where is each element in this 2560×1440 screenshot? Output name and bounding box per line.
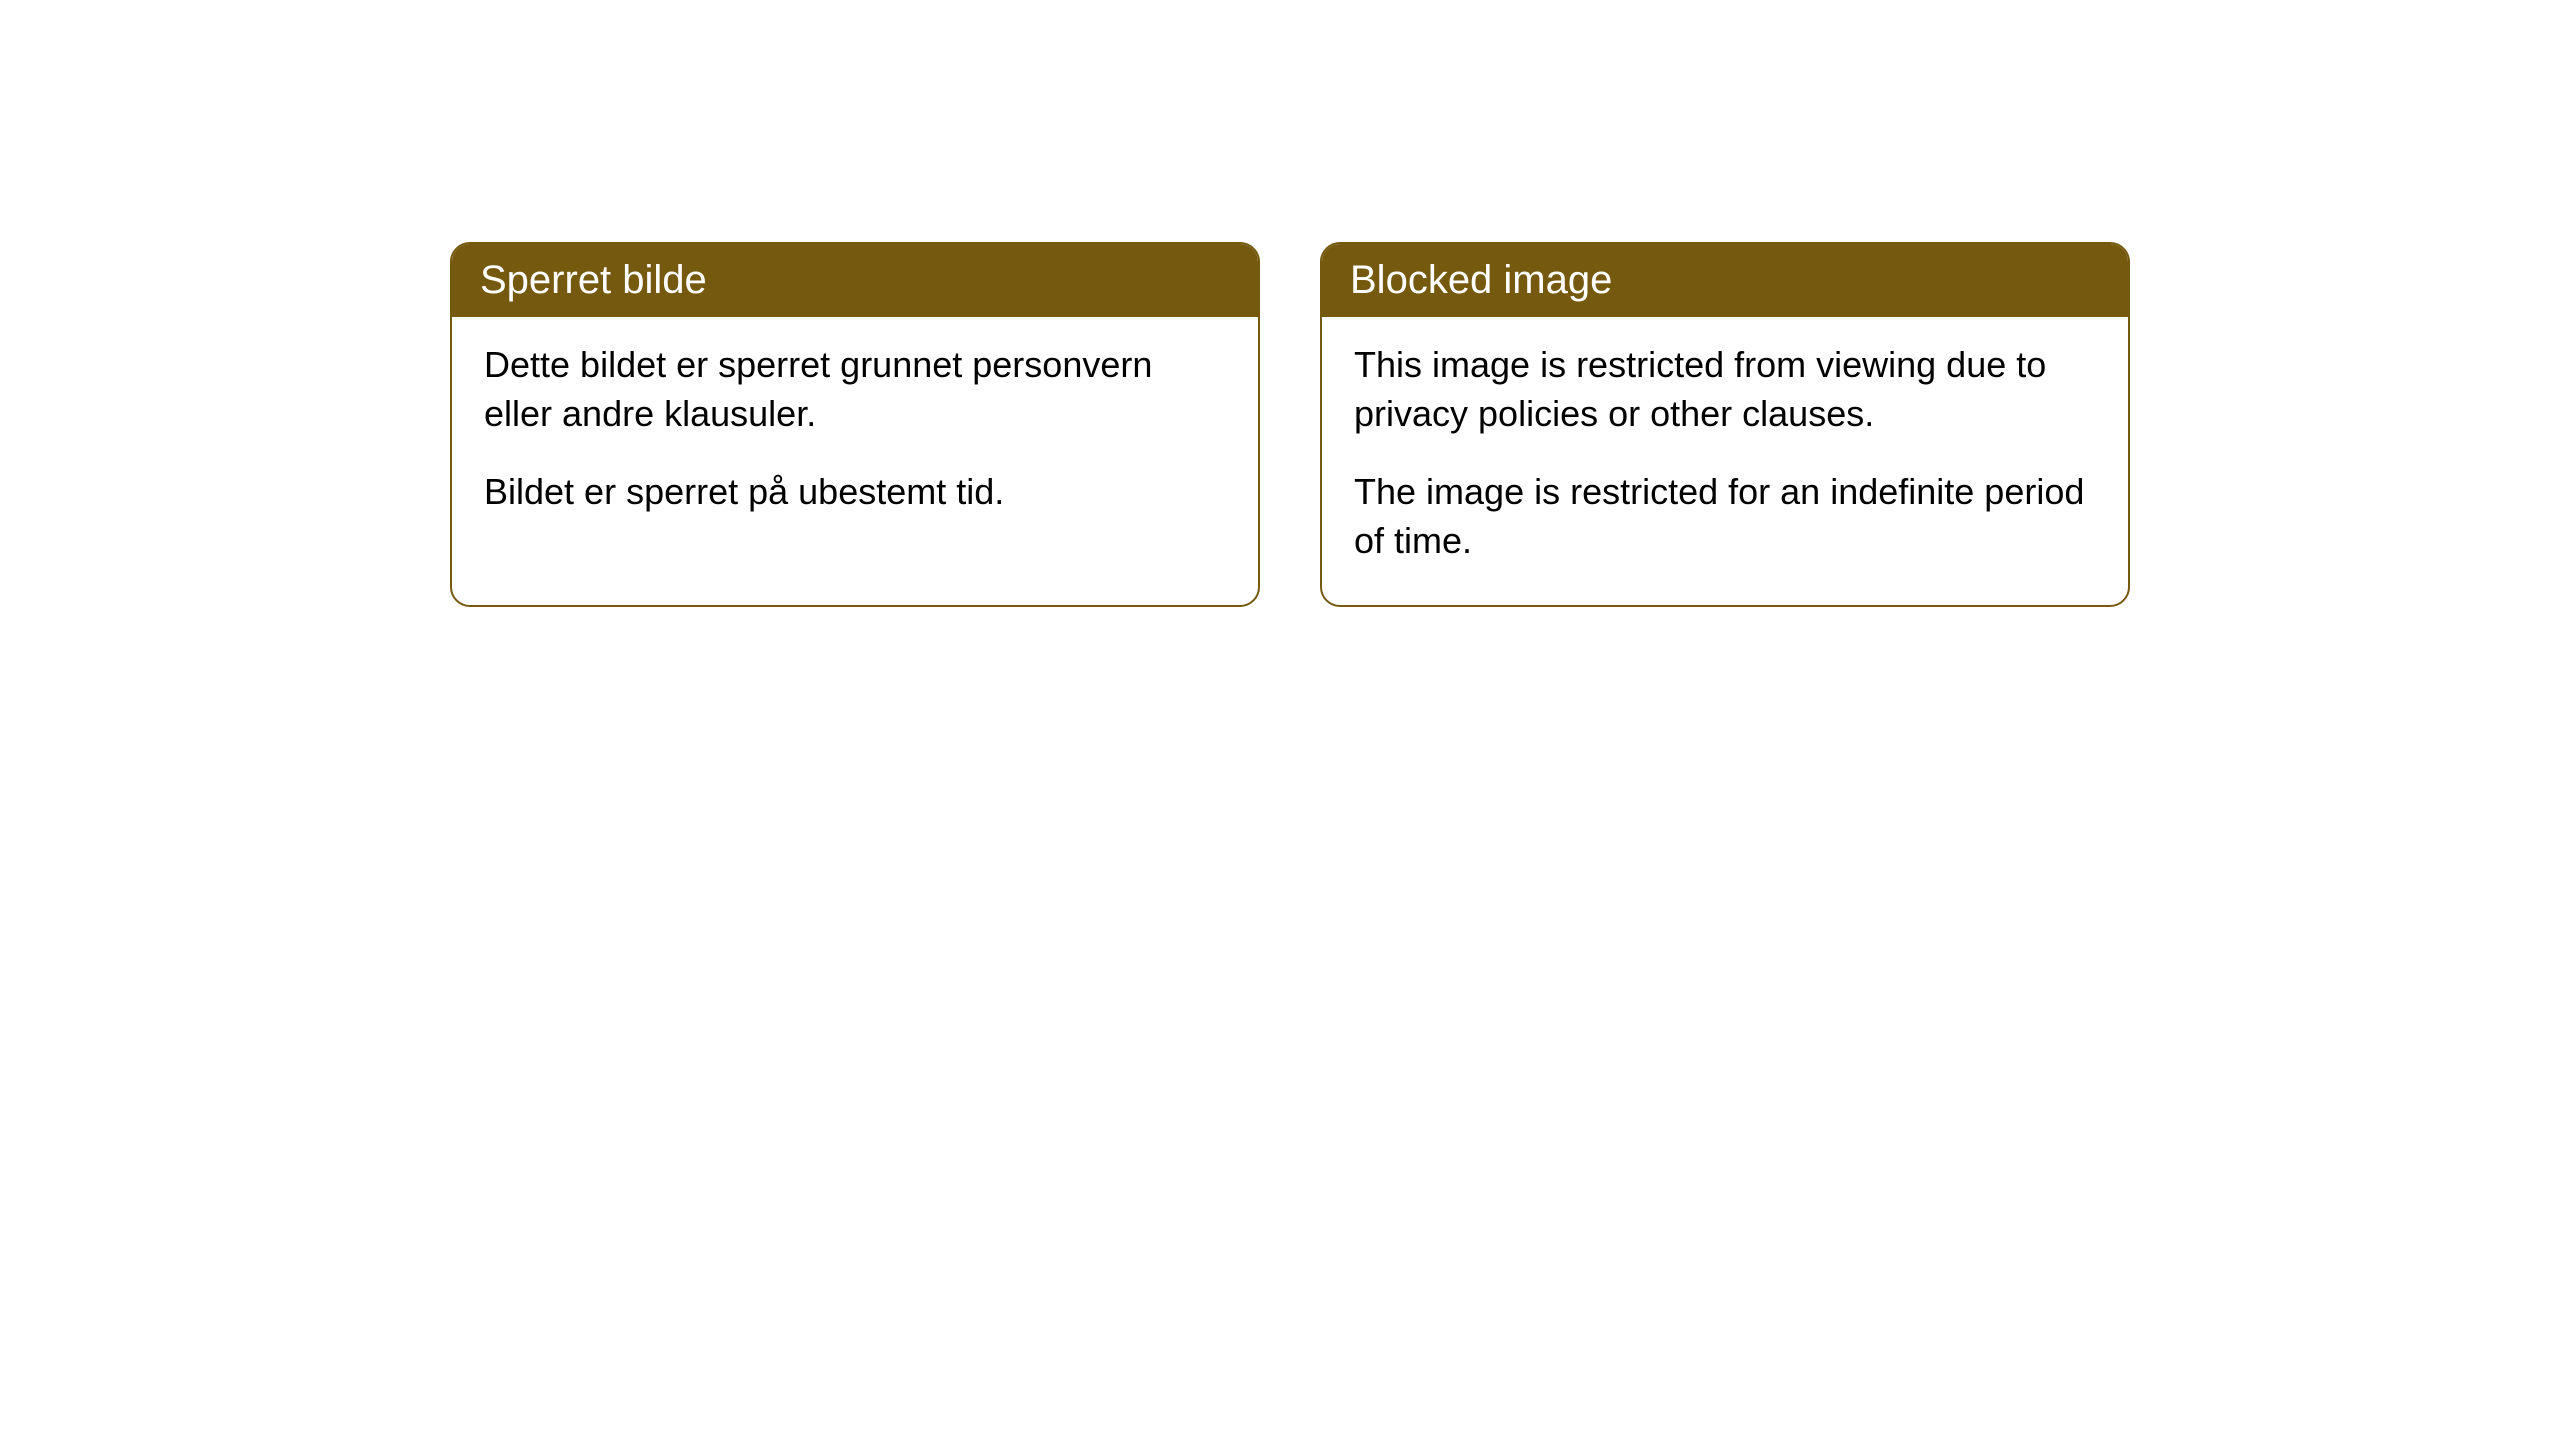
blocked-image-card-norwegian: Sperret bilde Dette bildet er sperret gr…	[450, 242, 1260, 607]
blocked-image-card-english: Blocked image This image is restricted f…	[1320, 242, 2130, 607]
card-title: Sperret bilde	[480, 258, 707, 302]
card-header: Sperret bilde	[452, 244, 1258, 317]
card-paragraph-1: This image is restricted from viewing du…	[1354, 341, 2096, 438]
card-header: Blocked image	[1322, 244, 2128, 317]
card-paragraph-1: Dette bildet er sperret grunnet personve…	[484, 341, 1226, 438]
cards-container: Sperret bilde Dette bildet er sperret gr…	[450, 242, 2130, 607]
card-title: Blocked image	[1350, 258, 1612, 302]
card-paragraph-2: The image is restricted for an indefinit…	[1354, 468, 2096, 565]
card-paragraph-2: Bildet er sperret på ubestemt tid.	[484, 468, 1226, 517]
card-body: Dette bildet er sperret grunnet personve…	[452, 317, 1258, 557]
card-body: This image is restricted from viewing du…	[1322, 317, 2128, 605]
